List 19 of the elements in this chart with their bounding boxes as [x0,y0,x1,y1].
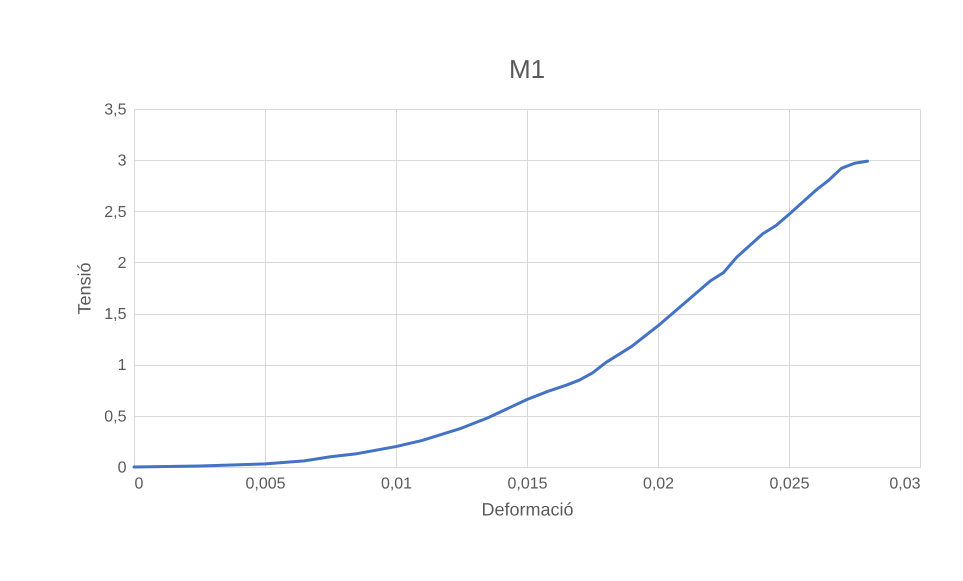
x-tick-label: 0,03 [889,476,921,492]
y-tick-label: 1,5 [104,306,127,324]
x-tick-label: 0,015 [507,476,548,492]
x-tick-label: 0,025 [769,476,810,492]
x-axis-title: Deformació [481,500,574,520]
y-tick-label: 3,5 [104,102,127,118]
x-tick-label: 0,02 [642,476,674,492]
line-series [132,160,870,468]
y-tick-label: 3 [118,152,127,170]
y-tick-label: 2,5 [104,204,127,221]
x-tick-label: 0,01 [380,476,412,492]
x-tick-label: 0,005 [245,476,286,492]
y-tick-label: 1 [118,357,127,374]
x-tick-label: 0 [134,476,144,492]
y-tick-label: 2 [118,254,127,272]
y-tick-label: 0 [118,460,127,476]
y-tick-label: 0,5 [104,408,127,426]
y-axis-title: Tensió [74,262,94,315]
chart-title: M1 [508,54,546,84]
